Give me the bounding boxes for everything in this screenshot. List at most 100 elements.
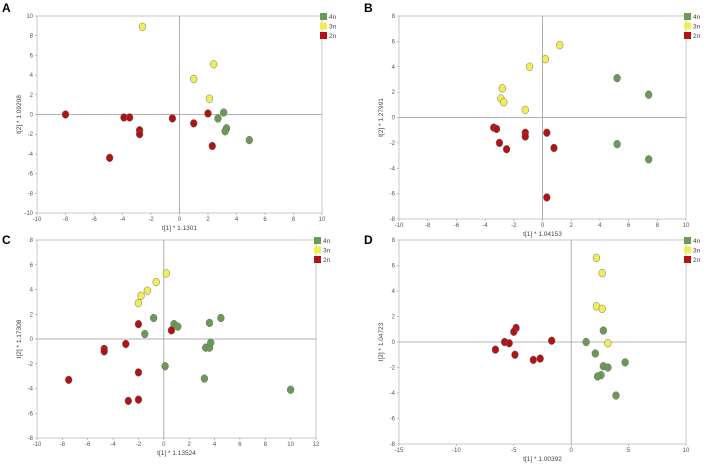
y-tick-label: 8	[30, 238, 34, 244]
point-4n	[217, 313, 225, 323]
y-tick-label: -4	[28, 387, 34, 393]
x-tick-label: 0	[570, 448, 574, 454]
point-3n	[190, 74, 198, 84]
point-4n	[214, 114, 222, 123]
point-2n	[208, 141, 216, 151]
y-tick-label: -4	[390, 166, 396, 172]
point-3n	[152, 277, 160, 287]
x-axis-label: t[1] * 1.04153	[523, 231, 562, 238]
legend-label-2n: 2n	[323, 257, 331, 264]
y-tick-label: 0	[30, 113, 34, 119]
legend-label-2n: 2n	[329, 33, 337, 40]
x-tick-label: 10	[319, 217, 326, 223]
x-tick-label: 12	[313, 442, 320, 448]
legend-swatch-3n	[320, 22, 327, 30]
point-4n	[613, 74, 621, 83]
point-4n	[591, 349, 599, 358]
point-3n	[556, 41, 564, 50]
point-2n	[122, 339, 130, 349]
panel-label: B	[364, 1, 373, 15]
point-2n	[543, 128, 551, 137]
point-4n	[207, 338, 215, 347]
y-tick-label: 10	[26, 14, 33, 20]
point-2n	[168, 114, 177, 123]
point-2n	[491, 345, 500, 354]
point-3n	[598, 304, 606, 314]
x-tick-label: -10	[33, 442, 42, 448]
y-tick-label: 0	[30, 337, 34, 343]
point-2n	[134, 368, 143, 377]
point-3n	[541, 54, 550, 64]
point-3n	[525, 62, 534, 71]
y-tick-label: 4	[30, 73, 34, 79]
legend-label-3n: 3n	[329, 24, 337, 31]
point-3n	[205, 94, 214, 103]
point-2n	[100, 347, 108, 356]
legend-label-4n: 4n	[329, 14, 337, 21]
point-4n	[141, 329, 149, 339]
y-tick-label: -6	[390, 417, 396, 423]
y-axis-label: t[2] * 1.09208	[16, 95, 23, 134]
x-tick-label: -10	[452, 448, 461, 454]
x-tick-label: 10	[683, 448, 690, 454]
y-tick-label: 8	[392, 238, 396, 244]
x-tick-label: 6	[238, 442, 242, 448]
y-tick-label: 2	[392, 315, 396, 321]
legend-label-2n: 2n	[693, 257, 701, 264]
legend-label-2n: 2n	[693, 33, 701, 40]
x-tick-label: -8	[60, 442, 66, 448]
x-tick-label: -4	[482, 223, 488, 229]
x-axis-label: t[1] * 1.13524	[157, 450, 196, 457]
point-3n	[500, 98, 508, 107]
y-tick-label: -4	[28, 152, 34, 158]
point-4n	[200, 374, 209, 383]
x-tick-label: -10	[395, 223, 404, 229]
x-tick-label: -4	[120, 217, 126, 223]
point-4n	[205, 318, 214, 328]
point-2n	[134, 395, 143, 404]
x-tick-label: 6	[263, 217, 267, 223]
y-tick-label: -2	[390, 366, 396, 372]
point-2n	[548, 336, 556, 345]
panel-label: C	[2, 233, 11, 247]
y-tick-label: 4	[392, 289, 396, 295]
legend-label-3n: 3n	[693, 24, 701, 31]
x-tick-label: -2	[136, 442, 142, 448]
point-2n	[106, 153, 114, 162]
legend-swatch-2n	[320, 32, 327, 39]
legend-swatch-2n	[684, 256, 691, 263]
x-tick-label: 10	[287, 442, 294, 448]
y-tick-label: 2	[392, 90, 396, 96]
y-tick-label: 6	[30, 263, 34, 269]
x-tick-label: 4	[213, 442, 217, 448]
x-axis-label: t[1] * 1.00392	[523, 456, 562, 463]
legend-swatch-2n	[684, 32, 691, 39]
point-4n	[221, 127, 229, 136]
legend-label-3n: 3n	[693, 248, 701, 255]
point-2n	[190, 119, 198, 128]
x-tick-label: -4	[110, 442, 116, 448]
panel-label: A	[2, 1, 11, 15]
point-2n	[505, 339, 513, 348]
point-2n	[61, 110, 70, 119]
point-2n	[510, 327, 518, 336]
point-4n	[604, 363, 612, 372]
point-2n	[495, 138, 504, 148]
x-tick-label: 6	[627, 223, 631, 229]
y-tick-label: -2	[28, 132, 34, 138]
x-tick-label: -6	[454, 223, 460, 229]
x-tick-label: 8	[264, 442, 268, 448]
y-tick-label: 4	[30, 288, 34, 294]
point-2n	[536, 354, 544, 363]
legend-swatch-4n	[684, 13, 691, 20]
y-tick-label: 6	[392, 39, 396, 45]
x-tick-label: -5	[511, 448, 517, 454]
legend-label-4n: 4n	[323, 238, 331, 245]
x-tick-label: -2	[148, 217, 154, 223]
point-3n	[521, 105, 529, 115]
y-tick-label: 8	[392, 14, 396, 20]
x-tick-label: 10	[683, 223, 690, 229]
point-3n	[138, 22, 147, 31]
